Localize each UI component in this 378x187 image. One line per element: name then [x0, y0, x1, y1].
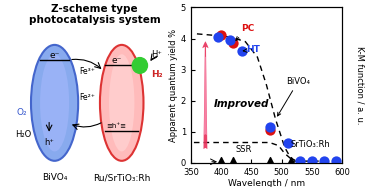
- Point: [266, 125, 273, 128]
- Text: O₂: O₂: [17, 108, 27, 117]
- Text: ≡h⁺≡: ≡h⁺≡: [106, 123, 126, 129]
- Text: HT: HT: [243, 45, 260, 54]
- Point: [266, 160, 273, 163]
- Point: [227, 39, 233, 42]
- Circle shape: [132, 58, 147, 73]
- Text: SrTiO₃:Rh: SrTiO₃:Rh: [291, 140, 330, 149]
- Text: H₂O: H₂O: [15, 130, 32, 139]
- X-axis label: Wavelength / nm: Wavelength / nm: [228, 179, 305, 187]
- Ellipse shape: [40, 54, 69, 151]
- Text: SSR: SSR: [235, 145, 252, 154]
- Point: [288, 160, 294, 163]
- Ellipse shape: [31, 45, 78, 161]
- Text: BiVO₄: BiVO₄: [42, 173, 67, 182]
- Point: [230, 42, 236, 45]
- Point: [266, 129, 273, 132]
- Text: Improved: Improved: [214, 99, 269, 109]
- Text: Fe²⁺: Fe²⁺: [79, 93, 95, 102]
- Point: [321, 160, 327, 163]
- Point: [230, 160, 236, 163]
- Ellipse shape: [109, 54, 135, 151]
- Text: H₂: H₂: [151, 70, 163, 79]
- Text: e⁻: e⁻: [50, 51, 60, 60]
- Text: e⁻: e⁻: [111, 56, 121, 65]
- Text: h⁺: h⁺: [44, 138, 54, 147]
- Y-axis label: Apparent quantum yield %: Apparent quantum yield %: [169, 29, 178, 142]
- Ellipse shape: [100, 45, 144, 161]
- Text: BiVO₄: BiVO₄: [277, 76, 310, 116]
- Point: [309, 160, 315, 163]
- Point: [333, 160, 339, 163]
- Point: [215, 36, 221, 39]
- Text: H⁺: H⁺: [151, 50, 162, 59]
- Y-axis label: K-M function / a. u.: K-M function / a. u.: [356, 46, 365, 124]
- Point: [297, 160, 303, 163]
- Point: [239, 49, 245, 52]
- Text: Fe³⁺: Fe³⁺: [79, 67, 95, 76]
- Point: [218, 160, 224, 163]
- Text: Z-scheme type
photocatalysis system: Z-scheme type photocatalysis system: [29, 4, 160, 25]
- Point: [285, 141, 291, 144]
- Text: PC: PC: [236, 24, 254, 40]
- Text: Ru/SrTiO₃:Rh: Ru/SrTiO₃:Rh: [93, 173, 150, 182]
- Point: [218, 34, 224, 37]
